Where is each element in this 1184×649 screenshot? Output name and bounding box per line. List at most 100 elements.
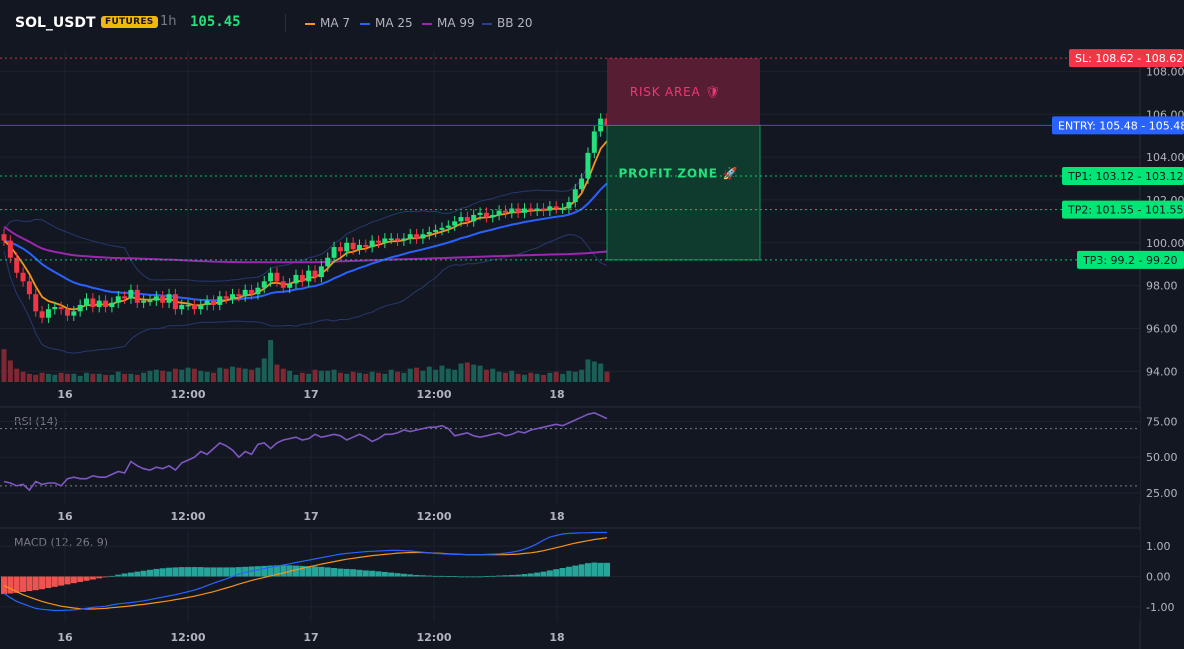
candle-body[interactable] <box>395 238 401 241</box>
candle-body[interactable] <box>115 296 121 303</box>
candle-body[interactable] <box>230 294 236 299</box>
candle-body[interactable] <box>407 234 413 239</box>
candle-body[interactable] <box>547 206 553 211</box>
candle-body[interactable] <box>103 300 109 308</box>
candle-body[interactable] <box>109 302 115 308</box>
candle-body[interactable] <box>363 244 369 248</box>
candle-body[interactable] <box>71 311 77 316</box>
candle-body[interactable] <box>458 217 464 222</box>
candle-body[interactable] <box>58 307 64 310</box>
candle-body[interactable] <box>14 257 20 273</box>
candle-body[interactable] <box>534 208 540 211</box>
legend-ma25[interactable]: MA 25 <box>360 16 413 30</box>
candle-body[interactable] <box>77 304 83 312</box>
candle-body[interactable] <box>388 238 394 240</box>
candle-body[interactable] <box>147 300 153 303</box>
candle-body[interactable] <box>414 234 420 239</box>
tp2-level-tag[interactable] <box>1062 200 1184 219</box>
candle-body[interactable] <box>483 212 489 218</box>
candle-body[interactable] <box>591 131 597 153</box>
candle-body[interactable] <box>344 242 350 252</box>
candle-body[interactable] <box>553 206 559 209</box>
candle-body[interactable] <box>134 289 140 303</box>
candle-body[interactable] <box>210 300 216 305</box>
candle-body[interactable] <box>179 304 185 310</box>
candle-body[interactable] <box>185 304 191 307</box>
candle-body[interactable] <box>496 210 502 215</box>
candle-body[interactable] <box>464 217 470 222</box>
rsi-pane[interactable] <box>0 410 1140 503</box>
candle-body[interactable] <box>566 202 572 209</box>
candle-body[interactable] <box>439 227 445 230</box>
candle-body[interactable] <box>293 274 299 284</box>
candle-body[interactable] <box>33 294 39 312</box>
candle-body[interactable] <box>261 281 267 288</box>
candle-body[interactable] <box>287 283 293 288</box>
candle-body[interactable] <box>39 311 45 318</box>
candle-body[interactable] <box>509 208 515 213</box>
price-pane[interactable] <box>0 50 1140 382</box>
risk-area-zone[interactable] <box>607 58 760 126</box>
candle-body[interactable] <box>350 242 356 250</box>
candle-body[interactable] <box>1 234 7 241</box>
candle-body[interactable] <box>337 247 343 252</box>
candle-body[interactable] <box>166 294 172 303</box>
candle-body[interactable] <box>502 210 508 213</box>
candle-body[interactable] <box>585 152 591 179</box>
tp3-level-tag[interactable] <box>1077 250 1184 269</box>
candle-body[interactable] <box>236 294 242 297</box>
candle-body[interactable] <box>445 225 451 228</box>
candle-body[interactable] <box>255 287 261 295</box>
candle-body[interactable] <box>572 189 578 203</box>
candle-body[interactable] <box>401 238 407 241</box>
candle-body[interactable] <box>153 296 159 301</box>
candle-body[interactable] <box>128 289 134 299</box>
profit-zone[interactable] <box>606 124 761 261</box>
timeframe-selector[interactable]: 1h <box>160 14 177 29</box>
entry-level-tag[interactable] <box>1052 116 1184 135</box>
candle-body[interactable] <box>426 232 432 235</box>
candle-body[interactable] <box>433 229 439 233</box>
candle-body[interactable] <box>490 214 496 218</box>
legend-ma99[interactable]: MA 99 <box>422 16 475 30</box>
candle-body[interactable] <box>356 244 362 250</box>
candle-body[interactable] <box>268 272 274 282</box>
candle-body[interactable] <box>160 296 166 303</box>
candle-body[interactable] <box>26 281 32 295</box>
candle-body[interactable] <box>382 238 388 243</box>
candle-body[interactable] <box>217 296 223 305</box>
candle-body[interactable] <box>325 257 331 267</box>
symbol-name[interactable]: SOL_USDT <box>15 15 96 31</box>
candle-body[interactable] <box>204 300 210 305</box>
candle-body[interactable] <box>521 208 527 213</box>
candle-body[interactable] <box>122 296 128 299</box>
candle-body[interactable] <box>375 240 381 243</box>
legend-bb20[interactable]: BB 20 <box>482 16 533 30</box>
candle-body[interactable] <box>52 307 58 310</box>
legend-ma7[interactable]: MA 7 <box>305 16 350 30</box>
candle-body[interactable] <box>306 270 312 282</box>
candle-body[interactable] <box>452 221 458 226</box>
candle-body[interactable] <box>331 247 337 258</box>
candle-body[interactable] <box>20 272 26 282</box>
candle-body[interactable] <box>560 208 566 211</box>
candle-body[interactable] <box>198 304 204 310</box>
candle-body[interactable] <box>318 266 324 278</box>
candle-body[interactable] <box>45 309 51 318</box>
candle-body[interactable] <box>299 274 305 282</box>
sl-level-tag[interactable] <box>1069 49 1184 68</box>
candle-body[interactable] <box>541 208 547 211</box>
candle-body[interactable] <box>242 289 248 297</box>
candle-body[interactable] <box>64 309 70 316</box>
candle-body[interactable] <box>579 178 585 190</box>
candle-body[interactable] <box>515 208 521 213</box>
candle-body[interactable] <box>84 298 90 305</box>
candle-body[interactable] <box>471 214 477 222</box>
candle-body[interactable] <box>477 212 483 215</box>
candle-body[interactable] <box>90 298 96 308</box>
candle-body[interactable] <box>141 300 147 303</box>
candle-body[interactable] <box>369 240 375 248</box>
candle-body[interactable] <box>312 270 318 278</box>
candle-body[interactable] <box>274 272 280 282</box>
